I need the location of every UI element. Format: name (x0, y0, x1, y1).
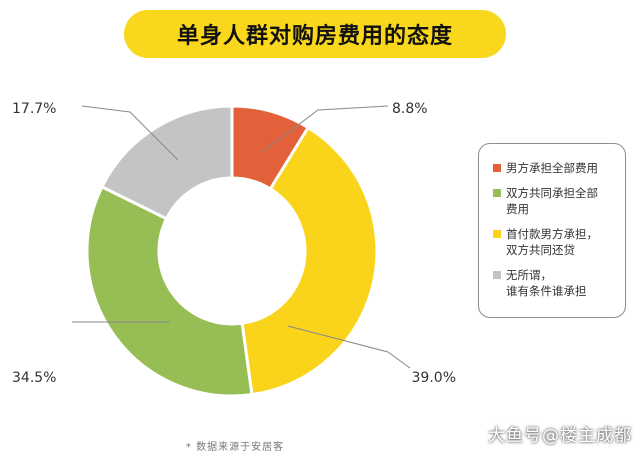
legend-label: 男方承担全部费用 (506, 161, 598, 175)
legend-item: 首付款男方承担， 双方共同还贷 (493, 226, 617, 258)
legend-swatch (493, 189, 501, 197)
source-note: * 数据来源于安居客 (185, 442, 285, 453)
legend-swatch (493, 164, 501, 172)
leader-line (287, 325, 411, 369)
slice-value-label: 34.5% (12, 370, 56, 386)
legend-label: 首付款男方承担， 双方共同还贷 (506, 227, 598, 257)
donut-slice (85, 184, 254, 398)
donut-slice (240, 125, 379, 397)
slice-value-label: 17.7% (12, 101, 56, 117)
watermark: 大鱼号@楼主成都 (488, 426, 632, 446)
leader-line (261, 105, 389, 153)
legend-item: 无所谓， 谁有条件谁承担 (493, 267, 617, 299)
legend-swatch (493, 230, 501, 238)
chart-title: 单身人群对购房费用的态度 (124, 10, 506, 58)
legend: 男方承担全部费用双方共同承担全部 费用 首付款男方承担， 双方共同还贷 无所谓， 谁… (478, 143, 626, 318)
legend-label: 双方共同承担全部 费用 (506, 186, 598, 216)
legend-label: 无所谓， 谁有条件谁承担 (506, 268, 587, 298)
legend-swatch (493, 271, 501, 279)
slice-value-label: 39.0% (412, 370, 456, 386)
slice-value-label: 8.8% (392, 101, 428, 117)
donut-slice (99, 104, 234, 221)
leader-line (81, 105, 179, 161)
legend-item: 男方承担全部费用 (493, 160, 617, 176)
legend-item: 双方共同承担全部 费用 (493, 185, 617, 217)
